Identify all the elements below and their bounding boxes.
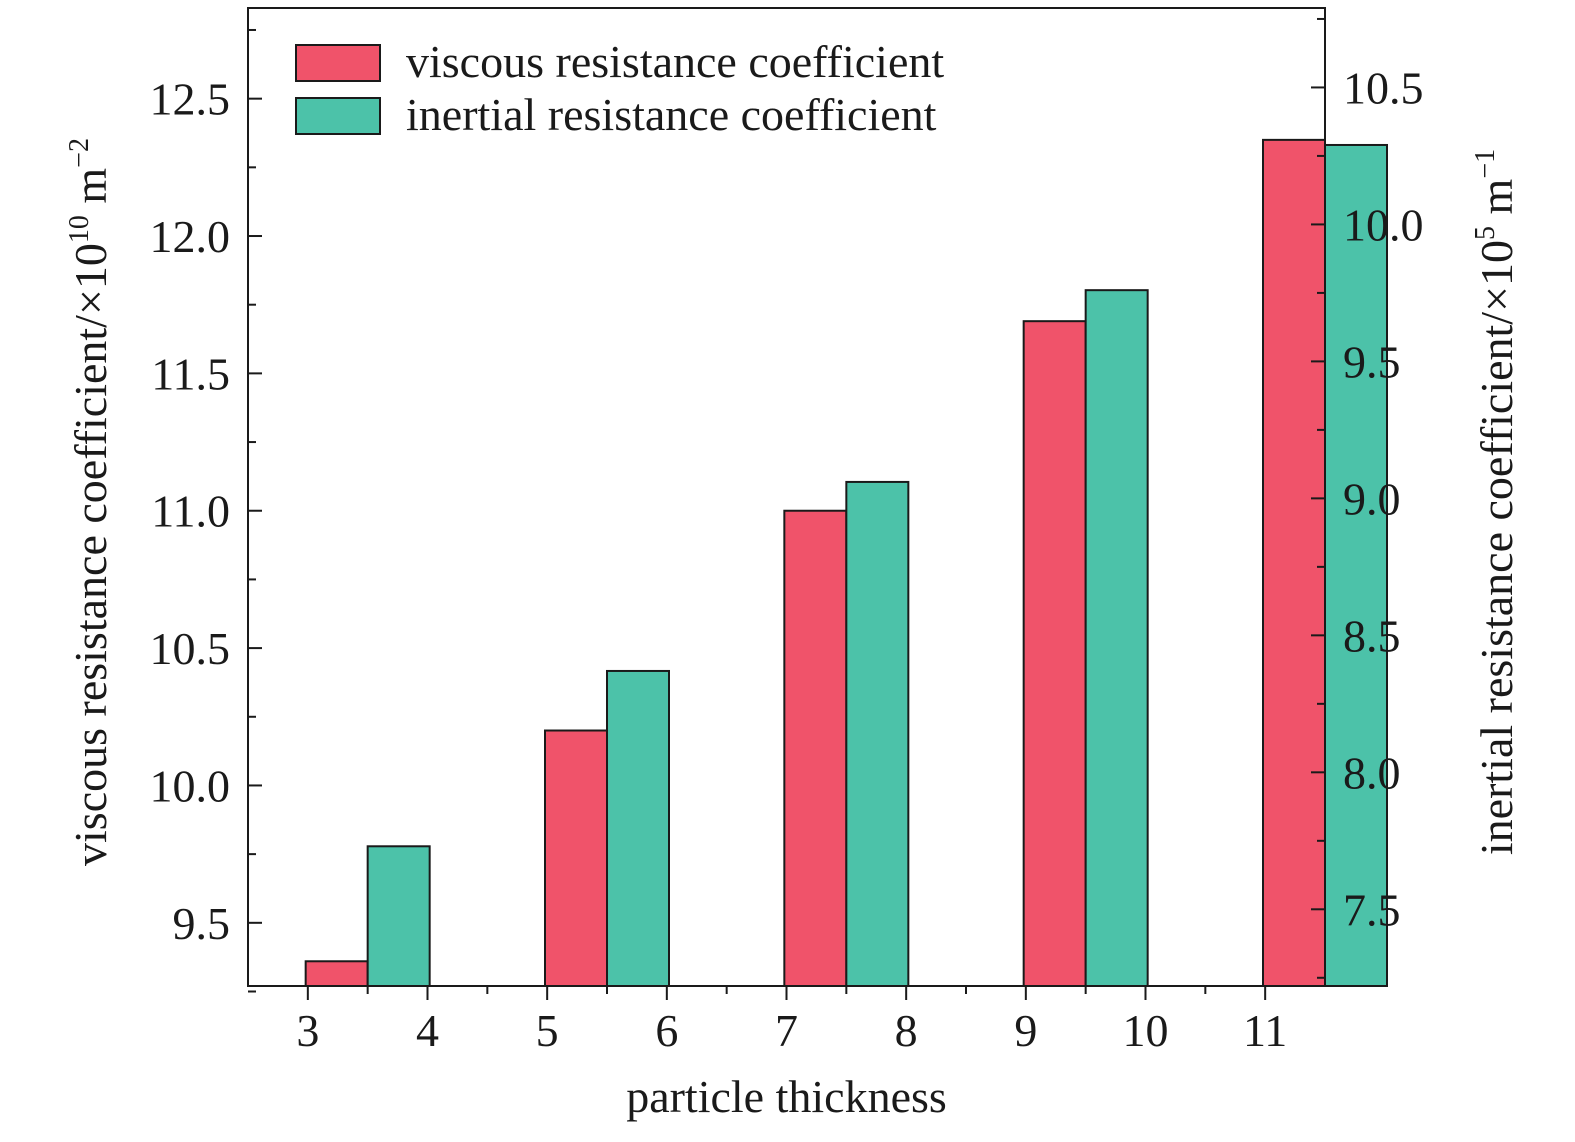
- y-left-title-exp: 10: [64, 215, 95, 243]
- bar-inertial-1: [606, 669, 670, 988]
- x-tick-label: 10: [1123, 1005, 1169, 1056]
- y-right-title-main: inertial resistance coefficient/×10: [1471, 240, 1522, 855]
- legend-label-viscous: viscous resistance coefficient: [406, 36, 944, 87]
- bar-viscous-1: [544, 729, 608, 987]
- bar-viscous-4: [1262, 138, 1326, 987]
- tick-labels-layer: 3 4 5 6 7 8 9 10 11 9.5 10.0 10.5 11.0 11.5 12.0 12.5 7.…: [150, 62, 1424, 1056]
- y-right-tick-label: 9.5: [1343, 336, 1401, 387]
- x-tick-label: 11: [1243, 1005, 1287, 1056]
- legend-swatch-inertial: [295, 97, 381, 135]
- y-right-tick-label: 9.0: [1343, 473, 1401, 524]
- bar-inertial-0: [366, 845, 431, 987]
- y-left-tick-label: 12.5: [150, 74, 231, 125]
- y-right-tick-label: 10.0: [1343, 199, 1424, 250]
- x-tick-label: 9: [1014, 1005, 1037, 1056]
- y-right-title-unit-exp: −1: [1470, 149, 1501, 179]
- y-left-tick-label: 11.5: [151, 348, 230, 399]
- bar-viscous-0: [304, 960, 369, 987]
- bar-inertial-3: [1084, 289, 1149, 987]
- bar-viscous-2: [783, 509, 848, 987]
- y-left-title-main: viscous resistance coefficient/×10: [65, 243, 116, 866]
- y-right-tick-label: 10.5: [1343, 62, 1424, 113]
- y-right-title-exp: 5: [1470, 226, 1501, 240]
- x-axis-title: particle thickness: [626, 1071, 947, 1122]
- y-right-tick-label: 8.0: [1343, 747, 1401, 798]
- bar-inertial-4: [1324, 143, 1388, 987]
- y-axis-left-title: viscous resistance coefficient/×1010 m−2: [64, 138, 116, 866]
- bars-layer: [304, 138, 1388, 988]
- x-tick-label: 4: [416, 1005, 439, 1056]
- x-tick-label: 8: [895, 1005, 918, 1056]
- y-left-tick-label: 10.0: [150, 760, 231, 811]
- y-left-tick-label: 10.5: [150, 623, 231, 674]
- x-tick-label: 6: [655, 1005, 678, 1056]
- y-left-tick-label: 9.5: [173, 898, 231, 949]
- y-right-tick-label: 7.5: [1343, 884, 1401, 935]
- y-right-title-unit: m: [1471, 178, 1522, 226]
- x-tick-label: 7: [775, 1005, 798, 1056]
- y-axis-right-title: inertial resistance coefficient/×105 m−1: [1470, 149, 1522, 855]
- y-left-title-unit: m: [65, 168, 116, 216]
- legend-swatch-viscous: [295, 44, 381, 82]
- x-tick-label: 3: [296, 1005, 319, 1056]
- y-left-title-unit-exp: −2: [64, 138, 95, 168]
- bar-viscous-3: [1022, 320, 1087, 988]
- legend: viscous resistance coefficient inertial …: [295, 36, 944, 140]
- y-left-tick-label: 12.0: [150, 211, 231, 262]
- legend-label-inertial: inertial resistance coefficient: [406, 89, 937, 140]
- bar-inertial-2: [845, 480, 910, 987]
- y-right-tick-label: 8.5: [1343, 610, 1401, 661]
- x-tick-label: 5: [536, 1005, 559, 1056]
- ticks-layer: [248, 17, 1325, 1000]
- y-left-tick-label: 11.0: [151, 486, 230, 537]
